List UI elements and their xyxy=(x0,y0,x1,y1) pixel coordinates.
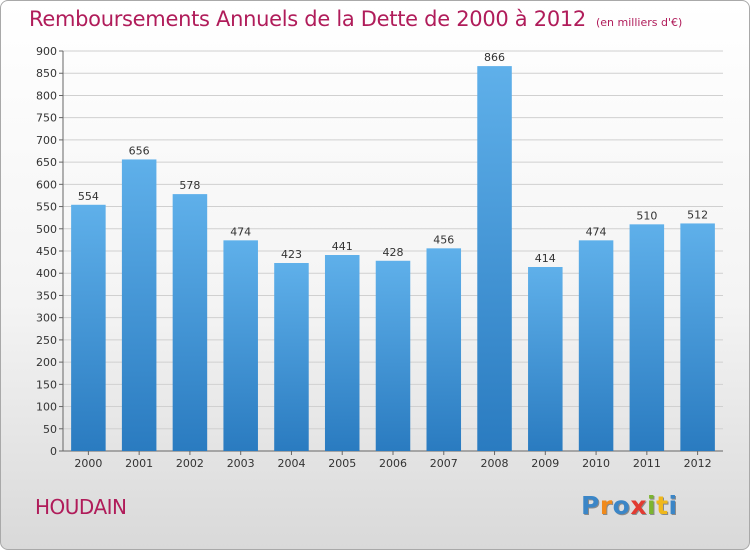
logo-letter: i xyxy=(647,491,657,520)
location-name: HOUDAIN xyxy=(35,495,127,519)
data-label: 456 xyxy=(433,233,454,246)
y-tick-label: 300 xyxy=(36,312,57,325)
y-tick-label: 800 xyxy=(36,89,57,102)
bar xyxy=(578,240,614,451)
x-tick-label: 2003 xyxy=(227,457,255,470)
bar xyxy=(375,260,411,451)
chart-title-text: Remboursements Annuels de la Dette de 20… xyxy=(29,7,586,31)
x-tick-labels: 2000 2001 2002 2003 2004 2005 2006 2007 2008 2009… xyxy=(74,457,711,470)
x-tick-label: 2009 xyxy=(531,457,559,470)
bar xyxy=(426,248,462,451)
data-label: 578 xyxy=(179,179,200,192)
logo-letter: x xyxy=(630,491,647,520)
bar xyxy=(477,66,512,451)
data-label: 474 xyxy=(586,225,607,238)
bar xyxy=(172,194,208,451)
data-label: 866 xyxy=(484,51,505,64)
data-label: 423 xyxy=(281,248,302,261)
y-tick-label: 350 xyxy=(36,289,57,302)
y-tick-label: 500 xyxy=(36,223,57,236)
chart-title: Remboursements Annuels de la Dette de 20… xyxy=(29,7,682,31)
x-tick-label: 2012 xyxy=(684,457,712,470)
y-tick-label: 750 xyxy=(36,112,57,125)
x-tick-label: 2008 xyxy=(481,457,509,470)
bar xyxy=(223,240,258,451)
x-tick-label: 2001 xyxy=(125,457,153,470)
y-tick-label: 50 xyxy=(43,423,57,436)
x-tick-label: 2007 xyxy=(430,457,458,470)
y-tick-label: 550 xyxy=(36,201,57,214)
data-label: 512 xyxy=(687,208,708,221)
x-tick-label: 2005 xyxy=(328,457,356,470)
x-tick-label: 2011 xyxy=(633,457,661,470)
data-label: 656 xyxy=(129,144,150,157)
logo-letter: P xyxy=(581,491,600,520)
y-tick-labels: 0 50 100 150 200 250 300 350 400 450 500 550 600 650 7… xyxy=(36,45,57,458)
y-tick-label: 900 xyxy=(36,45,57,58)
y-tick-label: 600 xyxy=(36,178,57,191)
bar xyxy=(324,255,360,451)
logo-letter: i xyxy=(668,491,678,520)
x-tick-label: 2006 xyxy=(379,457,407,470)
bar xyxy=(528,267,563,451)
x-tick-label: 2010 xyxy=(582,457,610,470)
x-tick-label: 2000 xyxy=(74,457,102,470)
proxiti-logo: Proxiti xyxy=(581,491,678,520)
y-tick-label: 400 xyxy=(36,267,57,280)
logo-letter: o xyxy=(612,491,631,520)
bar xyxy=(274,263,309,451)
y-tick-label: 0 xyxy=(50,445,57,458)
y-tick-label: 100 xyxy=(36,401,57,414)
logo-letter: t xyxy=(656,491,669,520)
data-labels: 554 656 578 474 423 441 428 456 866 414 474 510 512 xyxy=(78,51,708,265)
x-tick-label: 2002 xyxy=(176,457,204,470)
y-tick-label: 450 xyxy=(36,245,57,258)
bar xyxy=(629,224,665,451)
bar xyxy=(121,159,157,451)
data-label: 510 xyxy=(636,209,657,222)
y-tick-label: 200 xyxy=(36,356,57,369)
y-tick-label: 650 xyxy=(36,156,57,169)
y-tick-label: 150 xyxy=(36,378,57,391)
data-label: 554 xyxy=(78,190,99,203)
data-label: 474 xyxy=(230,225,251,238)
data-label: 414 xyxy=(535,252,556,265)
bar xyxy=(71,204,106,451)
data-label: 428 xyxy=(383,246,404,259)
y-tick-label: 700 xyxy=(36,134,57,147)
y-tick-label: 850 xyxy=(36,67,57,80)
x-tick-label: 2004 xyxy=(277,457,305,470)
bar xyxy=(680,223,715,451)
y-tick-label: 250 xyxy=(36,334,57,347)
logo-letter: r xyxy=(599,491,613,520)
chart-unit-note: (en milliers d'€) xyxy=(596,16,683,29)
bars xyxy=(71,66,715,451)
data-label: 441 xyxy=(332,240,353,253)
